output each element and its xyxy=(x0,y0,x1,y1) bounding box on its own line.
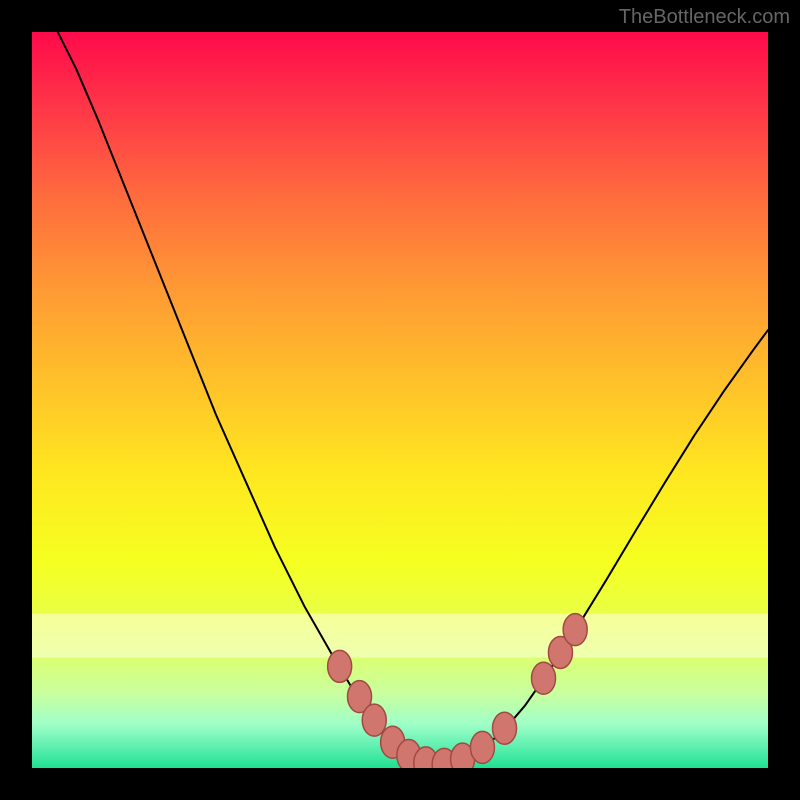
data-markers xyxy=(328,614,588,768)
data-marker xyxy=(328,650,352,682)
watermark-text: TheBottleneck.com xyxy=(619,6,790,29)
data-marker xyxy=(362,704,386,736)
bottleneck-curve xyxy=(58,32,768,764)
data-marker xyxy=(470,731,494,763)
plot-area xyxy=(32,32,768,768)
data-marker xyxy=(493,712,517,744)
chart-svg xyxy=(32,32,768,768)
data-marker xyxy=(563,614,587,646)
data-marker xyxy=(532,662,556,694)
